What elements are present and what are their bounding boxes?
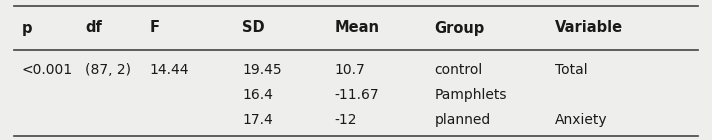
Text: control: control <box>434 63 483 77</box>
Text: (87, 2): (87, 2) <box>85 63 132 77</box>
Text: 10.7: 10.7 <box>335 63 365 77</box>
Text: planned: planned <box>434 113 491 127</box>
Text: Pamphlets: Pamphlets <box>434 88 507 102</box>
Text: 14.44: 14.44 <box>150 63 189 77</box>
Text: df: df <box>85 20 103 36</box>
Text: Anxiety: Anxiety <box>555 113 608 127</box>
Text: Total: Total <box>555 63 588 77</box>
Text: -11.67: -11.67 <box>335 88 379 102</box>
Text: Variable: Variable <box>555 20 624 36</box>
Text: 17.4: 17.4 <box>242 113 273 127</box>
Text: 16.4: 16.4 <box>242 88 273 102</box>
Text: SD: SD <box>242 20 265 36</box>
Text: p: p <box>21 20 32 36</box>
Text: <0.001: <0.001 <box>21 63 73 77</box>
Text: F: F <box>150 20 159 36</box>
Text: -12: -12 <box>335 113 357 127</box>
Text: Group: Group <box>434 20 485 36</box>
Text: Mean: Mean <box>335 20 379 36</box>
Text: 19.45: 19.45 <box>242 63 282 77</box>
